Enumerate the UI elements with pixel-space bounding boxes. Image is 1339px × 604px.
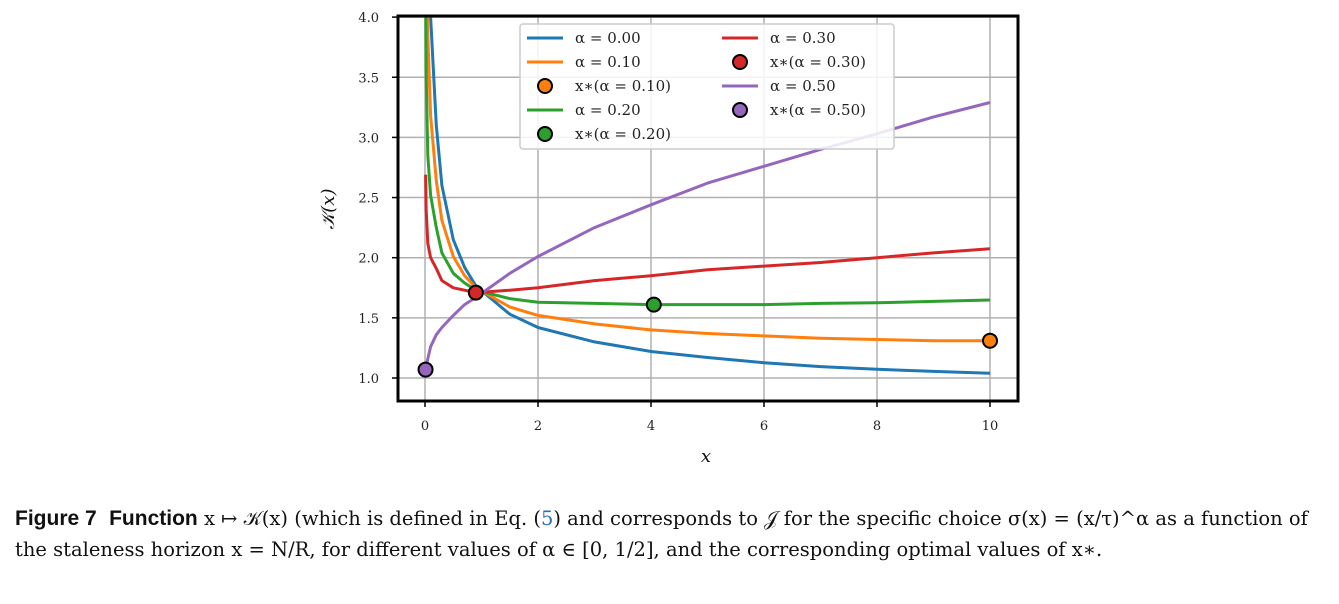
y-tick-label: 1.5 [358,312,379,327]
series-line-020 [424,16,991,307]
legend-label: α = 0.00 [575,29,641,47]
caption-text-2: ) and corresponds to 𝒥 for the specific … [15,507,1308,561]
legend-label: α = 0.30 [770,29,836,47]
legend-label: x∗(α = 0.10) [575,77,671,95]
x-axis-label: x [701,446,711,467]
x-tick-label: 0 [421,419,429,434]
figure-caption: Figure 7 Function x ↦ 𝒦(x) (which is def… [15,503,1325,565]
legend-marker-swatch [732,54,748,70]
tick-labels: 0 2 4 6 8 10 1.0 1.5 2.0 2.5 3.0 3.5 4.0 [358,11,998,434]
legend: α = 0.00 α = 0.10 x∗(α = 0.10) α = 0.20 x∗(α… [519,23,895,150]
y-axis-label: 𝒦(x) [318,189,339,230]
caption-text-1: x ↦ 𝒦(x) (which is defined in Eq. ( [197,507,541,530]
optimum-markers [417,284,998,378]
legend-marker-swatch [537,78,553,94]
figure-label: Figure 7 [15,507,97,530]
y-tick-label: 1.0 [358,372,379,387]
x-tick-label: 10 [982,419,999,434]
x-tick-label: 4 [647,419,655,434]
y-tick-label: 3.0 [358,131,379,146]
series-line-030 [424,174,991,295]
legend-label: α = 0.20 [575,101,641,119]
legend-marker-swatch [537,126,553,142]
caption-lead: Function [109,507,198,530]
equation-reference-link[interactable]: 5 [540,507,554,530]
x-tick-label: 2 [534,419,542,434]
legend-label: α = 0.50 [770,77,836,95]
y-tick-label: 2.0 [358,252,379,267]
series-line-010 [426,16,990,343]
x-tick-label: 8 [873,419,881,434]
x-tick-label: 6 [760,419,768,434]
legend-label: x∗(α = 0.50) [770,101,866,119]
optimum-marker-030 [467,284,484,301]
legend-box [519,23,895,150]
legend-label: α = 0.10 [575,53,641,71]
chart: 0 2 4 6 8 10 1.0 1.5 2.0 2.5 3.0 3.5 4.0 x 𝒦(x) α = … [318,11,1020,467]
legend-label: x∗(α = 0.30) [770,53,866,71]
legend-marker-swatch [732,102,748,118]
y-tick-label: 2.5 [358,192,379,207]
optimum-marker-050 [417,361,434,378]
optimum-marker-020 [645,296,662,313]
y-tick-label: 3.5 [358,71,379,86]
optimum-marker-010 [982,332,998,349]
axes-frame [396,14,1020,403]
legend-label: x∗(α = 0.20) [575,125,671,143]
y-tick-label: 4.0 [358,11,379,26]
